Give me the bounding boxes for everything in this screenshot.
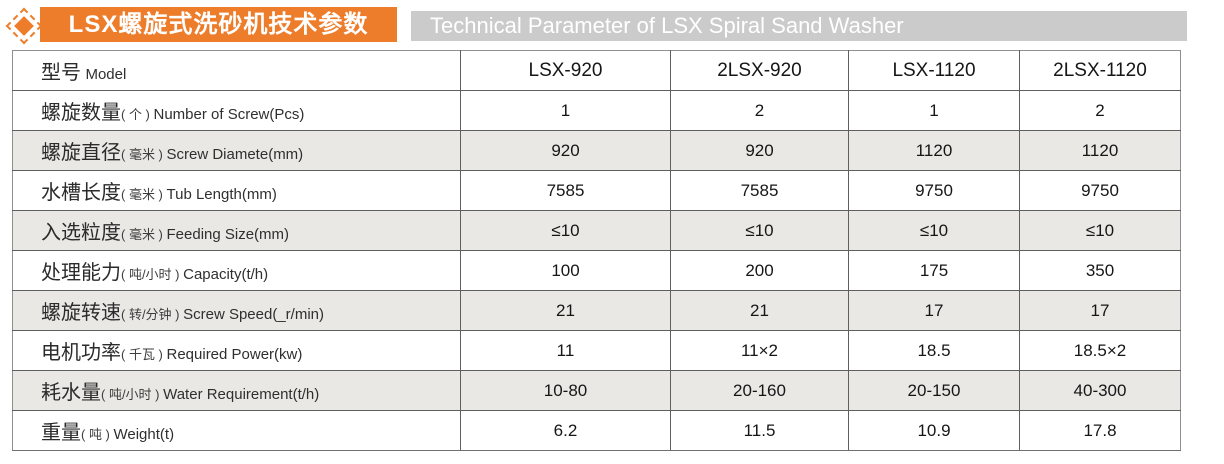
- cell-value: 11×2: [670, 330, 849, 371]
- cell-value: 2: [1019, 90, 1181, 131]
- row-label: 螺旋转速( 转/分钟 ) Screw Speed(_r/min): [12, 290, 461, 331]
- parameter-table: 型号 Model LSX-920 2LSX-920 LSX-1120 2LSX-…: [12, 50, 1181, 451]
- cell-value: 17: [1019, 290, 1181, 331]
- model-name: LSX-920: [460, 50, 671, 91]
- table-row: 水槽长度( 毫米 ) Tub Length(mm) 7585 7585 9750…: [12, 170, 1181, 211]
- table: 型号 Model LSX-920 2LSX-920 LSX-1120 2LSX-…: [12, 50, 1181, 451]
- cell-value: 200: [670, 250, 849, 291]
- cell-value: 10.9: [848, 410, 1020, 451]
- row-label-paren: ( 吨 ): [81, 427, 114, 442]
- cell-value: 20-160: [670, 370, 849, 411]
- cell-value: 18.5×2: [1019, 330, 1181, 371]
- row-label: 水槽长度( 毫米 ) Tub Length(mm): [12, 170, 461, 211]
- cell-value: 1120: [1019, 130, 1181, 171]
- cell-value: 920: [460, 130, 671, 171]
- row-label-cn: 处理能力: [41, 262, 121, 284]
- cell-value: 21: [670, 290, 849, 331]
- diamond-icon: [5, 7, 43, 45]
- row-label-en: Required Power(kw): [166, 346, 303, 363]
- row-label-cn: 型号: [41, 62, 81, 84]
- cell-value: 100: [460, 250, 671, 291]
- cell-value: 350: [1019, 250, 1181, 291]
- cell-value: ≤10: [1019, 210, 1181, 251]
- table-row: 螺旋转速( 转/分钟 ) Screw Speed(_r/min) 21 21 1…: [12, 290, 1181, 331]
- table-header-row: 型号 Model LSX-920 2LSX-920 LSX-1120 2LSX-…: [12, 50, 1181, 91]
- model-name: 2LSX-920: [670, 50, 849, 91]
- model-name: 2LSX-1120: [1019, 50, 1181, 91]
- cell-value: 1120: [848, 130, 1020, 171]
- cell-value: 1: [848, 90, 1020, 131]
- row-label: 重量( 吨 ) Weight(t): [12, 410, 461, 451]
- cell-value: 11.5: [670, 410, 849, 451]
- row-label-cn: 水槽长度: [41, 182, 121, 204]
- row-label-en: Model: [85, 66, 127, 83]
- table-row: 耗水量( 吨/小时 ) Water Requirement(t/h) 10-80…: [12, 370, 1181, 411]
- title-bar-en: Technical Parameter of LSX Spiral Sand W…: [411, 11, 1187, 41]
- table-row: 螺旋直径( 毫米 ) Screw Diamete(mm) 920 920 112…: [12, 130, 1181, 171]
- cell-value: 18.5: [848, 330, 1020, 371]
- table-row: 电机功率( 千瓦 ) Required Power(kw) 11 11×2 18…: [12, 330, 1181, 371]
- cell-value: ≤10: [670, 210, 849, 251]
- table-row: 螺旋数量( 个 ) Number of Screw(Pcs) 1 2 1 2: [12, 90, 1181, 131]
- table-row: 重量( 吨 ) Weight(t) 6.2 11.5 10.9 17.8: [12, 410, 1181, 451]
- cell-value: 17: [848, 290, 1020, 331]
- cell-value: 6.2: [460, 410, 671, 451]
- row-label: 螺旋直径( 毫米 ) Screw Diamete(mm): [12, 130, 461, 171]
- cell-value: 10-80: [460, 370, 671, 411]
- row-label: 型号 Model: [12, 50, 461, 91]
- row-label-paren: ( 毫米 ): [121, 187, 167, 202]
- row-label-cn: 电机功率: [41, 342, 121, 364]
- row-label-cn: 耗水量: [41, 382, 101, 404]
- diamond-icon-fill: [14, 16, 34, 36]
- row-label-en: Capacity(t/h): [183, 266, 269, 283]
- row-label-en: Screw Speed(_r/min): [183, 306, 324, 323]
- cell-value: 17.8: [1019, 410, 1181, 451]
- cell-value: 175: [848, 250, 1020, 291]
- row-label: 入选粒度( 毫米 ) Feeding Size(mm): [12, 210, 461, 251]
- cell-value: 9750: [1019, 170, 1181, 211]
- row-label-paren: ( 转/分钟 ): [121, 307, 184, 322]
- table-row: 处理能力( 吨/小时 ) Capacity(t/h) 100 200 175 3…: [12, 250, 1181, 291]
- row-label-en: Screw Diamete(mm): [166, 146, 304, 163]
- row-label: 螺旋数量( 个 ) Number of Screw(Pcs): [12, 90, 461, 131]
- cell-value: 7585: [670, 170, 849, 211]
- row-label-cn: 螺旋转速: [41, 302, 121, 324]
- cell-value: 21: [460, 290, 671, 331]
- row-label: 处理能力( 吨/小时 ) Capacity(t/h): [12, 250, 461, 291]
- row-label-en: Tub Length(mm): [166, 186, 277, 203]
- row-label-cn: 螺旋数量: [41, 102, 121, 124]
- cell-value: 40-300: [1019, 370, 1181, 411]
- cell-value: 11: [460, 330, 671, 371]
- row-label-paren: ( 个 ): [121, 107, 154, 122]
- row-label-paren: ( 千瓦 ): [121, 347, 167, 362]
- cell-value: 7585: [460, 170, 671, 211]
- cell-value: ≤10: [460, 210, 671, 251]
- title-badge-cn: LSX螺旋式洗砂机技术参数: [40, 7, 397, 42]
- cell-value: 1: [460, 90, 671, 131]
- row-label-paren: ( 毫米 ): [121, 147, 167, 162]
- row-label-cn: 入选粒度: [41, 222, 121, 244]
- cell-value: 9750: [848, 170, 1020, 211]
- row-label-en: Weight(t): [113, 426, 175, 443]
- cell-value: ≤10: [848, 210, 1020, 251]
- row-label-cn: 重量: [41, 422, 81, 444]
- row-label-en: Number of Screw(Pcs): [153, 106, 305, 123]
- row-label-paren: ( 吨/小时 ): [121, 267, 184, 282]
- table-row: 入选粒度( 毫米 ) Feeding Size(mm) ≤10 ≤10 ≤10 …: [12, 210, 1181, 251]
- row-label-paren: ( 毫米 ): [121, 227, 167, 242]
- cell-value: 20-150: [848, 370, 1020, 411]
- row-label-en: Water Requirement(t/h): [163, 386, 320, 403]
- row-label-paren: ( 吨/小时 ): [101, 387, 164, 402]
- row-label-cn: 螺旋直径: [41, 142, 121, 164]
- cell-value: 920: [670, 130, 849, 171]
- cell-value: 2: [670, 90, 849, 131]
- model-name: LSX-1120: [848, 50, 1020, 91]
- row-label: 电机功率( 千瓦 ) Required Power(kw): [12, 330, 461, 371]
- row-label-en: Feeding Size(mm): [166, 226, 290, 243]
- row-label: 耗水量( 吨/小时 ) Water Requirement(t/h): [12, 370, 461, 411]
